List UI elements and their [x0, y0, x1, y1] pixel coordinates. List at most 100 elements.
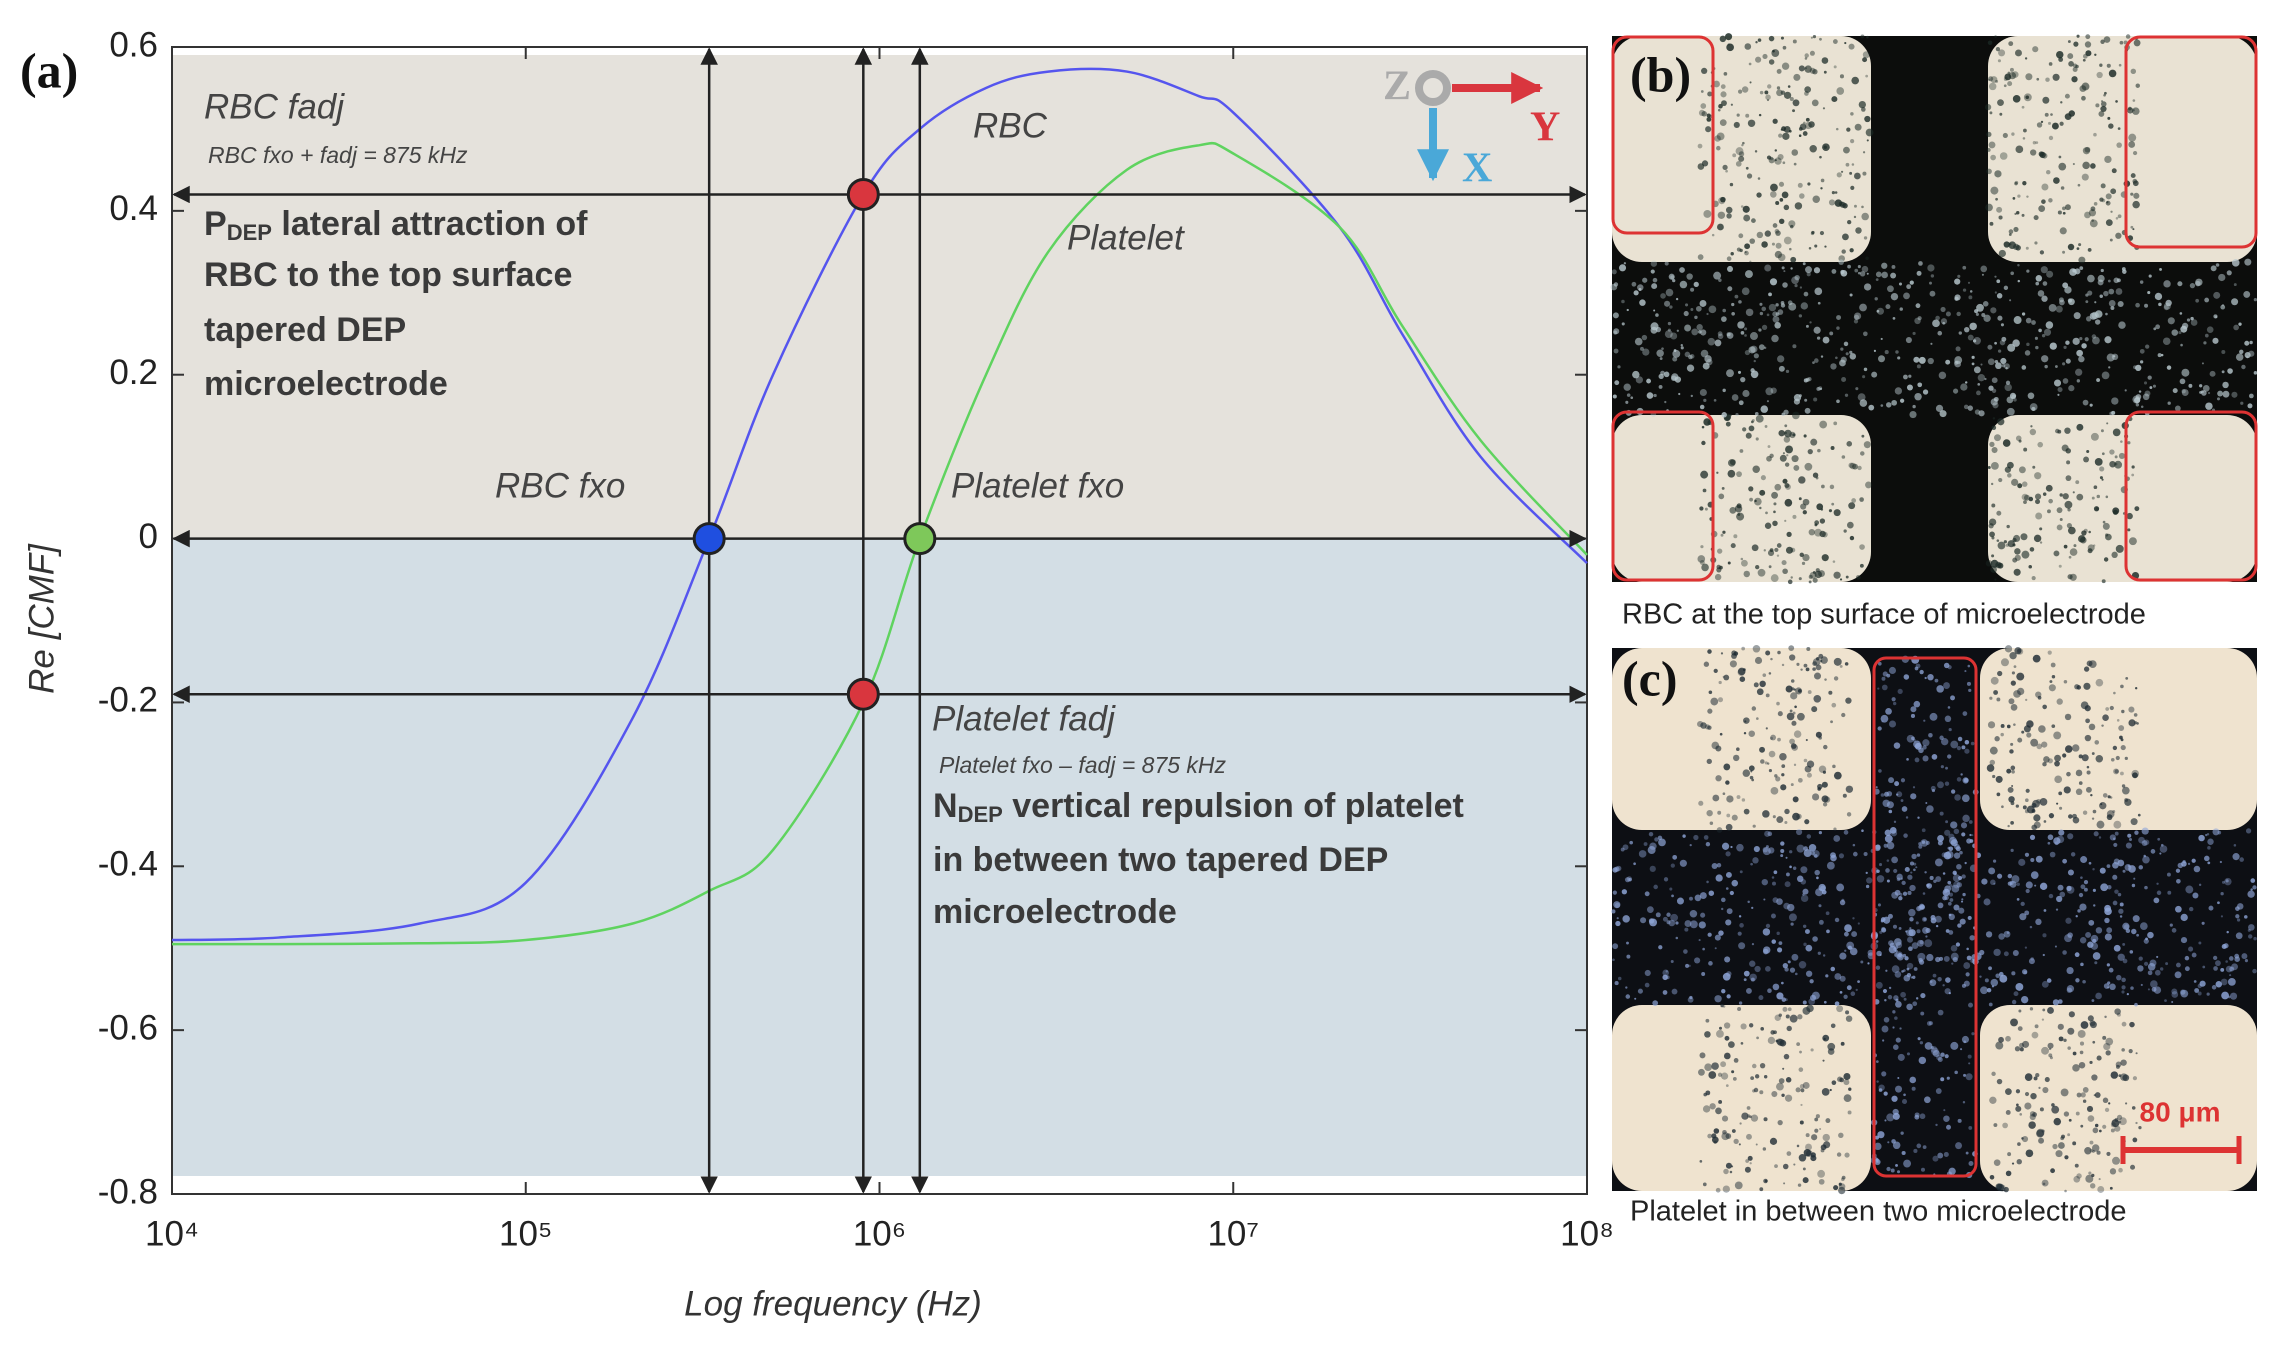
texture — [2021, 1135, 2029, 1143]
texture — [1850, 185, 1855, 190]
texture — [2087, 941, 2094, 948]
texture — [1961, 874, 1966, 879]
texture — [2124, 389, 2127, 392]
texture — [2098, 836, 2102, 839]
texture — [1764, 90, 1769, 95]
texture — [1950, 944, 1958, 952]
texture — [1887, 994, 1893, 1000]
texture — [1784, 431, 1787, 435]
texture — [1725, 1162, 1732, 1169]
texture — [2061, 444, 2069, 452]
texture — [1727, 43, 1731, 46]
texture — [1862, 171, 1867, 176]
texture — [1813, 267, 1821, 274]
texture — [1989, 441, 1995, 447]
texture — [1637, 988, 1643, 994]
texture — [2048, 813, 2055, 819]
texture — [2225, 960, 2228, 963]
texture — [1833, 571, 1841, 579]
texture — [2069, 548, 2078, 556]
texture — [1861, 434, 1865, 438]
texture — [1759, 311, 1764, 316]
texture — [2117, 214, 2122, 219]
texture — [2072, 1051, 2077, 1056]
texture — [2060, 1088, 2069, 1097]
texture — [1737, 370, 1742, 374]
texture — [1742, 389, 1750, 398]
texture — [2147, 963, 2156, 971]
texture — [2083, 880, 2089, 885]
texture — [2062, 282, 2069, 289]
texture — [1784, 998, 1788, 1002]
texture — [1861, 107, 1866, 112]
texture — [2118, 63, 2122, 67]
texture — [1915, 866, 1918, 869]
texture — [1944, 715, 1952, 723]
texture — [2025, 788, 2030, 793]
texture — [1737, 1006, 1742, 1011]
texture — [2064, 427, 2071, 434]
texture — [1700, 103, 1707, 109]
texture — [2082, 810, 2088, 815]
texture — [1732, 153, 1737, 158]
texture — [1731, 311, 1735, 316]
texture — [1947, 665, 1952, 670]
texture — [1822, 1133, 1830, 1142]
texture — [2117, 953, 2125, 961]
texture — [2017, 1026, 2023, 1031]
texture — [1821, 554, 1829, 562]
texture — [1806, 272, 1811, 277]
texture — [1922, 892, 1926, 895]
texture — [1695, 305, 1702, 312]
texture — [2006, 407, 2015, 416]
texture — [1953, 388, 1959, 394]
texture — [1719, 732, 1723, 736]
texture — [2238, 322, 2242, 326]
texture — [1996, 206, 2003, 213]
texture — [1796, 662, 1800, 666]
texture — [1822, 143, 1830, 152]
texture — [2138, 956, 2143, 961]
texture — [2115, 232, 2122, 239]
texture — [2024, 1073, 2033, 1081]
texture — [1881, 684, 1888, 691]
texture — [1797, 1014, 1803, 1020]
texture — [2059, 493, 2063, 497]
texture — [2038, 1086, 2041, 1089]
texture — [1918, 844, 1923, 849]
texture — [1865, 481, 1872, 489]
texture — [2133, 721, 2138, 725]
texture — [2035, 499, 2041, 505]
texture — [1957, 736, 1963, 742]
texture — [2134, 687, 2138, 690]
texture — [1884, 1119, 1887, 1122]
texture — [1863, 236, 1868, 240]
texture — [1929, 980, 1933, 984]
subscript: DEP — [227, 220, 272, 245]
texture — [1782, 452, 1785, 455]
texture — [1769, 278, 1778, 286]
texture — [2195, 278, 2203, 286]
texture — [1778, 1078, 1785, 1084]
texture — [2120, 440, 2123, 443]
texture — [1878, 1088, 1883, 1092]
texture — [1862, 375, 1866, 379]
texture — [2136, 933, 2140, 937]
texture — [1631, 281, 1637, 287]
texture — [2087, 248, 2092, 252]
texture — [2014, 49, 2022, 57]
texture — [2106, 63, 2111, 68]
texture — [2180, 989, 2186, 995]
texture — [2080, 962, 2084, 967]
texture — [2244, 959, 2248, 963]
texture — [1698, 939, 1701, 942]
texture — [2080, 1092, 2086, 1098]
texture — [1917, 952, 1926, 961]
texture — [1894, 781, 1900, 787]
texture — [2003, 951, 2009, 957]
texture — [2006, 931, 2010, 934]
texture — [1641, 334, 1648, 341]
texture — [1779, 454, 1787, 462]
axes-widget: Z Y X — [1383, 64, 1560, 192]
texture — [2034, 1024, 2039, 1029]
